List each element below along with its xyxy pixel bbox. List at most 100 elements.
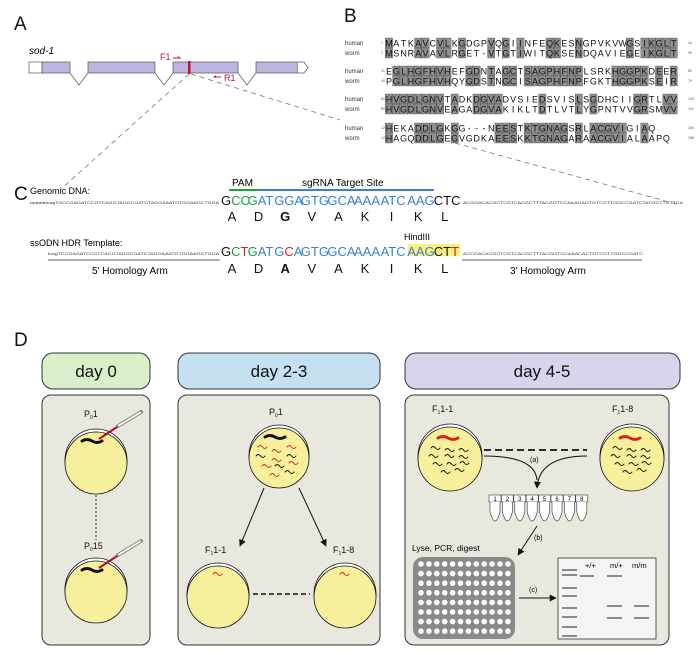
identity-shade: [494, 103, 503, 115]
residue: L: [584, 66, 589, 76]
worm-icon: [626, 454, 637, 458]
well: [426, 570, 432, 577]
residue-end: 120: [688, 97, 694, 101]
identity-shade: [501, 47, 510, 59]
residue: I: [621, 133, 624, 143]
residue: G: [466, 66, 473, 76]
utr-3: [298, 61, 309, 74]
residue-start: 1: [381, 51, 383, 55]
residue: G: [539, 123, 546, 133]
codon-part: GCA: [327, 244, 356, 259]
residue: D: [408, 94, 415, 104]
residue: T: [532, 133, 538, 143]
well: [449, 628, 456, 634]
amino-acid: L: [441, 209, 448, 224]
well: [489, 599, 495, 606]
residue: V: [393, 94, 399, 104]
well: [481, 580, 488, 586]
residue: M: [385, 48, 393, 58]
residue: S: [547, 94, 553, 104]
residue: I: [636, 123, 639, 133]
worm-icon: [641, 461, 652, 465]
identity-shade: [589, 103, 598, 115]
well: [457, 590, 464, 596]
well: [473, 628, 480, 634]
codon-part: AAG: [407, 244, 434, 259]
residue: G: [626, 48, 633, 58]
worm-icon: [286, 445, 297, 449]
residue: S: [568, 38, 574, 48]
amino-acid: K: [414, 261, 423, 276]
residue: T: [613, 104, 619, 114]
injection-plate: [64, 410, 143, 495]
residue: T: [510, 48, 516, 58]
p0-1-label: P01: [84, 409, 98, 421]
residue: S: [634, 38, 640, 48]
codon-part: C: [231, 244, 240, 259]
residue: G: [626, 123, 633, 133]
identity-shade: [516, 47, 525, 59]
well: [418, 580, 424, 586]
residue-end: 119: [688, 107, 694, 111]
residue: I: [526, 94, 529, 104]
residue: D: [422, 133, 429, 143]
residue: V: [663, 104, 669, 114]
codon: GAT: [248, 244, 274, 259]
residue: E: [466, 48, 472, 58]
arrow-to-f1-8: [298, 487, 327, 547]
residue: P: [481, 38, 487, 48]
well: [489, 618, 495, 625]
residue: K: [605, 66, 611, 76]
residue: E: [620, 48, 626, 58]
worm-icon: [628, 462, 639, 466]
residue: G: [634, 94, 641, 104]
residue: S: [525, 66, 531, 76]
residue: I: [621, 123, 624, 133]
worm-icon: [271, 449, 282, 453]
residue: H: [444, 66, 451, 76]
residue: P: [386, 76, 392, 86]
panel-c-label: C: [14, 184, 28, 205]
well: [473, 599, 480, 606]
amino-acid: V: [307, 209, 316, 224]
arrow-to-f1-1: [239, 487, 265, 547]
well: [465, 561, 472, 567]
residue-start: 40: [381, 79, 385, 83]
identity-shade: [436, 103, 444, 115]
primer-r1-arrow-icon: [212, 75, 221, 78]
residue: G: [539, 66, 546, 76]
residue: S: [510, 123, 516, 133]
residue-start: 121: [381, 126, 387, 130]
exon-4: [255, 61, 299, 74]
identity-shade: [421, 47, 430, 59]
zoom-line-left: [59, 73, 190, 191]
residue: P: [634, 66, 640, 76]
residue: K: [605, 38, 611, 48]
worm-icon: [626, 448, 637, 452]
residue: T: [496, 48, 502, 58]
identity-shade: [626, 47, 634, 59]
residue: S: [561, 48, 567, 58]
well: [497, 618, 503, 625]
worm-icon: [458, 455, 469, 459]
pcr-tube-strip: 1 2 3 4 5 6 7 8: [488, 494, 589, 522]
residue-start: 41: [381, 69, 385, 73]
residue: I: [629, 94, 632, 104]
residue: I: [643, 48, 646, 58]
codon-part: GTG: [301, 193, 329, 208]
residue: E: [561, 38, 567, 48]
identity-shade: [640, 103, 649, 115]
residue: A: [641, 123, 647, 133]
residue: G: [393, 76, 400, 86]
residue: K: [444, 123, 450, 133]
residue: Q: [546, 48, 553, 58]
codon-part: G: [221, 244, 231, 259]
plate-agar: [417, 426, 483, 492]
pam-label: PAM: [232, 178, 253, 189]
well: [497, 599, 503, 606]
residue: T: [547, 104, 553, 114]
residue: T: [532, 104, 538, 114]
well: [505, 599, 511, 606]
residue: V: [612, 133, 618, 143]
